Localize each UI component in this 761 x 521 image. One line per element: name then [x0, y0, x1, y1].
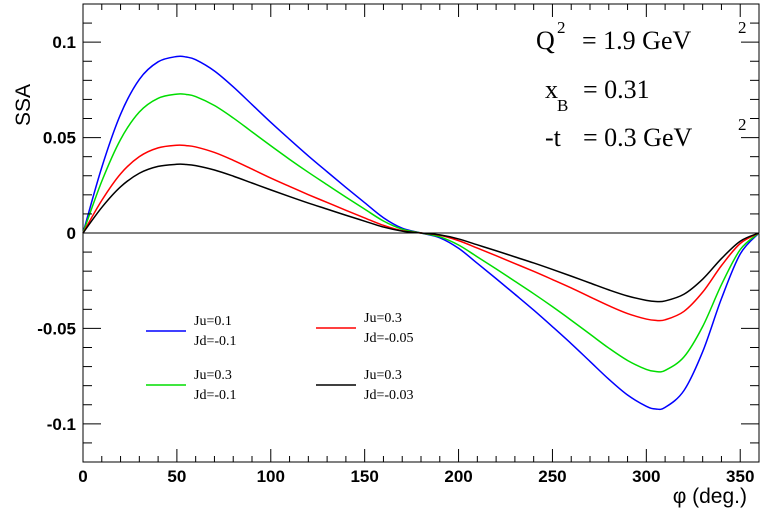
annot-q2-label: Q	[536, 26, 555, 55]
y-tick-label: 0.1	[52, 33, 76, 52]
annot-xb-label: x	[545, 75, 558, 104]
x-axis-ticks	[82, 4, 760, 462]
annot-q2-value: = 1.9 GeV	[582, 26, 691, 55]
legend-label-3-line1: Ju=0.3	[364, 311, 402, 326]
annot-t-value: = 0.3 GeV	[583, 123, 692, 152]
x-tick-label: 300	[632, 467, 660, 486]
x-tick-label: 150	[350, 467, 378, 486]
legend-label-4-line2: Jd=-0.03	[364, 388, 414, 403]
x-tick-label: 250	[538, 467, 566, 486]
y-tick-label: -0.05	[37, 319, 76, 338]
y-axis-title: SSA	[12, 84, 35, 126]
annot-q2-sup: 2	[557, 18, 566, 37]
x-axis-title: φ (deg.)	[673, 485, 747, 508]
y-tick-labels: -0.1 -0.05 0 0.05 0.1	[37, 33, 76, 434]
legend-label-1-line1: Ju=0.1	[194, 314, 232, 329]
y-tick-label: -0.1	[47, 415, 76, 434]
y-axis-ticks	[83, 3, 759, 463]
annot-xb-sub: B	[557, 96, 568, 115]
legend: Ju=0.1 Jd=-0.1 Ju=0.3 Jd=-0.1 Ju=0.3 Jd=-0.05…	[146, 311, 414, 403]
legend-label-3-line2: Jd=-0.05	[364, 331, 414, 346]
legend-label-1-line2: Jd=-0.1	[194, 334, 237, 349]
legend-label-2-line2: Jd=-0.1	[194, 388, 237, 403]
y-tick-label: 0	[67, 224, 76, 243]
x-tick-label: 50	[167, 467, 186, 486]
annot-t-unit-sup: 2	[738, 115, 747, 134]
x-tick-labels: 0 50 100 150 200 250 300 350	[78, 467, 754, 486]
x-tick-label: 350	[726, 467, 754, 486]
x-tick-label: 100	[257, 467, 285, 486]
x-tick-label: 0	[78, 467, 87, 486]
legend-label-4-line1: Ju=0.3	[364, 368, 402, 383]
x-tick-label: 200	[444, 467, 472, 486]
annot-xb-value: = 0.31	[583, 75, 650, 104]
legend-label-2-line1: Ju=0.3	[194, 368, 232, 383]
annot-t-label: -t	[545, 123, 562, 152]
annot-q2-unit-sup: 2	[738, 18, 747, 37]
y-tick-label: 0.05	[43, 129, 76, 148]
kinematics-annotation: Q 2 = 1.9 GeV 2 x B = 0.31 -t = 0.3 GeV …	[536, 18, 747, 152]
